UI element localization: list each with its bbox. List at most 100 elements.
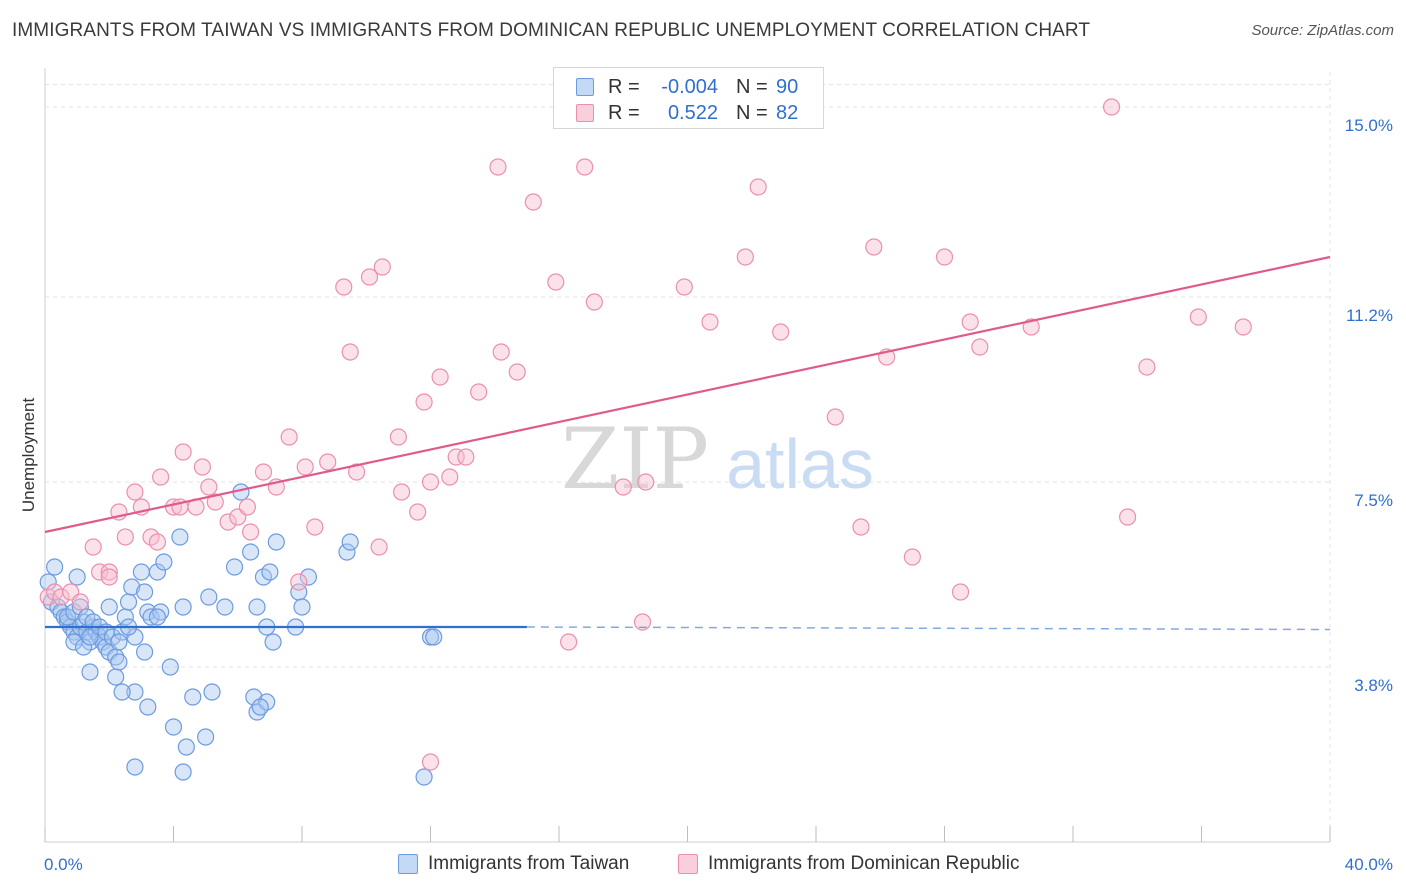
data-point-taiwan	[110, 633, 128, 651]
data-point-dominican-republic	[254, 463, 273, 481]
data-point-dominican-republic	[701, 313, 719, 331]
trend-line-dominican-republic	[44, 255, 1331, 534]
data-point-taiwan	[425, 628, 443, 646]
data-point-taiwan	[139, 603, 157, 621]
legend-row-taiwan: R = -0.004 N = 90	[576, 74, 798, 100]
data-point-taiwan	[164, 718, 183, 736]
data-point-taiwan	[65, 633, 83, 651]
watermark: ZIP atlas	[561, 410, 874, 508]
data-point-taiwan	[126, 683, 144, 701]
legend-row-dominican-republic: R = 0.522 N = 82	[576, 100, 798, 126]
data-point-dominican-republic	[360, 268, 379, 286]
bottom-legend-swatch-taiwan	[398, 854, 418, 874]
data-point-taiwan	[126, 628, 144, 646]
data-point-taiwan	[135, 643, 154, 661]
watermark-zip: ZIP	[561, 410, 709, 508]
axes	[44, 68, 1331, 843]
data-point-dominican-republic	[489, 158, 507, 176]
data-point-dominican-republic	[373, 258, 391, 276]
data-point-taiwan	[177, 738, 195, 756]
data-point-dominican-republic	[560, 633, 578, 651]
data-point-dominican-republic	[961, 313, 979, 331]
data-point-taiwan	[264, 633, 282, 651]
data-point-taiwan	[46, 558, 64, 576]
data-point-dominican-republic	[370, 538, 388, 556]
y-tick-label: 3.8%	[1354, 676, 1393, 695]
data-point-taiwan	[261, 563, 279, 581]
data-point-dominican-republic	[392, 483, 411, 501]
legend-r-label: R =	[608, 101, 640, 124]
data-point-dominican-republic	[341, 343, 359, 361]
data-point-taiwan	[126, 758, 144, 776]
data-point-dominican-republic	[200, 478, 218, 496]
bottom-legend-taiwan: Immigrants from Taiwan	[398, 852, 629, 876]
bottom-legend-label-taiwan: Immigrants from Taiwan	[428, 853, 630, 874]
data-point-dominican-republic	[951, 583, 970, 601]
legend-r-value: -0.004	[661, 75, 718, 98]
data-point-dominican-republic	[524, 193, 542, 211]
data-point-dominican-republic	[826, 408, 844, 426]
y-tick-label: 11.2%	[1346, 306, 1393, 325]
correlation-legend: R = -0.004 N = 90 R = 0.522 N = 82	[553, 67, 824, 129]
data-point-dominican-republic	[865, 238, 883, 256]
legend-n-value: 82	[776, 101, 799, 124]
data-point-taiwan	[123, 578, 141, 596]
data-point-dominican-republic	[1189, 308, 1207, 326]
data-point-taiwan	[74, 638, 93, 656]
data-point-dominican-republic	[585, 293, 603, 311]
data-point-taiwan	[135, 583, 154, 601]
trend-line-taiwan-extension	[526, 626, 1331, 631]
data-point-dominican-republic	[633, 613, 652, 631]
bottom-legend-label-dominican-republic: Immigrants from Dominican Republic	[708, 853, 1020, 874]
data-point-taiwan	[71, 598, 89, 616]
bottom-legend-swatch-dominican-republic	[678, 854, 698, 874]
data-point-taiwan	[174, 598, 192, 616]
legend-r-value: 0.522	[667, 101, 718, 124]
data-point-dominican-republic	[1234, 318, 1252, 336]
data-point-dominican-republic	[457, 448, 475, 466]
data-point-taiwan	[338, 543, 356, 561]
data-point-dominican-republic	[409, 503, 427, 521]
data-point-dominican-republic	[52, 588, 70, 606]
data-point-taiwan	[100, 598, 118, 616]
data-point-dominican-republic	[415, 393, 433, 411]
data-point-dominican-republic	[206, 493, 224, 511]
data-point-taiwan	[119, 593, 138, 611]
data-point-dominican-republic	[116, 528, 134, 546]
data-point-dominican-republic	[421, 753, 440, 771]
data-point-dominican-republic	[71, 593, 89, 611]
data-point-dominican-republic	[852, 518, 870, 536]
data-point-taiwan	[148, 563, 167, 581]
series-taiwan	[39, 483, 443, 786]
data-point-taiwan	[110, 653, 128, 671]
data-point-taiwan	[139, 698, 157, 716]
data-point-taiwan	[174, 763, 192, 781]
data-point-dominican-republic	[749, 178, 767, 196]
data-point-taiwan	[107, 668, 125, 686]
data-point-taiwan	[155, 553, 173, 571]
data-point-dominican-republic	[1138, 358, 1156, 376]
y-tick-label: 7.5%	[1354, 491, 1393, 510]
data-point-dominican-republic	[492, 343, 510, 361]
data-point-dominican-republic	[148, 533, 167, 551]
source-label: Source: ZipAtlas.com	[1251, 22, 1394, 39]
data-point-taiwan	[242, 543, 260, 561]
data-point-taiwan	[142, 608, 160, 626]
data-point-dominican-republic	[152, 468, 170, 486]
data-point-taiwan	[251, 698, 269, 716]
data-point-dominican-republic	[296, 458, 314, 476]
watermark-atlas: atlas	[726, 425, 874, 503]
data-point-taiwan	[267, 533, 285, 551]
data-point-dominican-republic	[242, 523, 260, 541]
data-point-taiwan	[171, 528, 189, 546]
data-point-dominican-republic	[193, 458, 212, 476]
data-point-dominican-republic	[306, 518, 324, 536]
data-point-taiwan	[68, 568, 86, 586]
data-point-dominican-republic	[335, 278, 353, 296]
trend-lines	[44, 255, 1331, 631]
data-point-taiwan	[216, 598, 234, 616]
legend-n-label: N =	[736, 75, 768, 98]
data-point-taiwan	[225, 558, 244, 576]
series-dominican-republic	[39, 98, 1252, 771]
data-point-taiwan	[197, 728, 215, 746]
